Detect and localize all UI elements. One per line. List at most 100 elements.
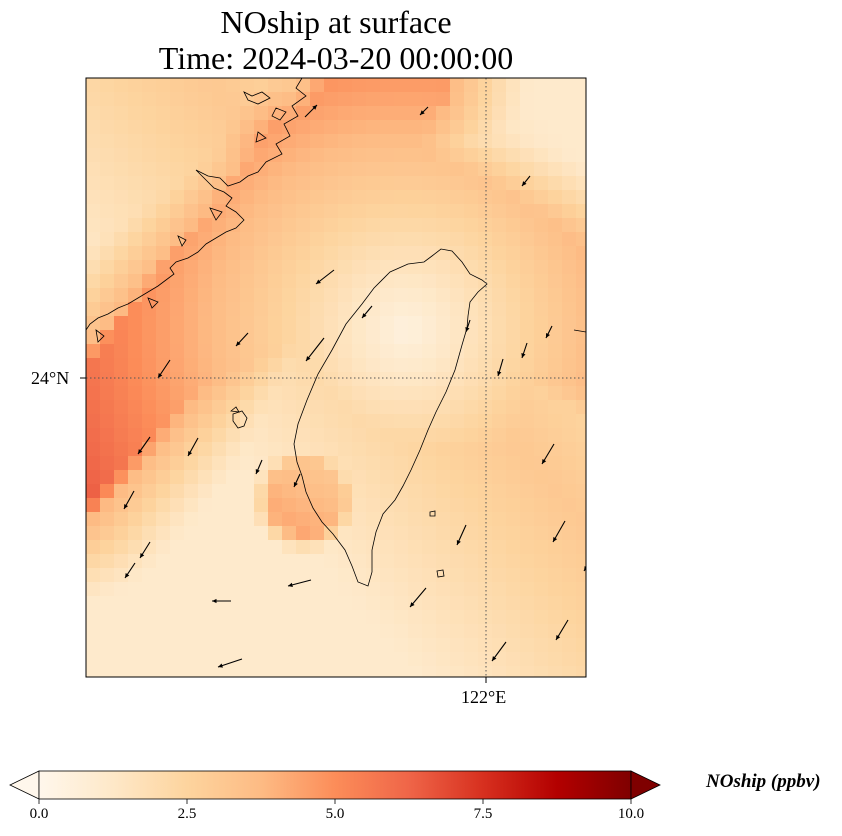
- field-cell: [156, 414, 171, 429]
- field-cell: [142, 624, 157, 639]
- field-cell: [520, 666, 535, 677]
- field-cell: [366, 274, 381, 289]
- field-cell: [212, 148, 227, 163]
- field-cell: [450, 414, 465, 429]
- field-cell: [128, 148, 143, 163]
- field-cell: [576, 204, 586, 219]
- field-cell: [408, 610, 423, 625]
- field-cell: [436, 92, 451, 107]
- field-cell: [128, 624, 143, 639]
- field-cell: [282, 162, 297, 177]
- field-cell: [296, 568, 311, 583]
- field-cell: [422, 554, 437, 569]
- field-cell: [212, 162, 227, 177]
- field-cell: [184, 148, 199, 163]
- field-cell: [506, 134, 521, 149]
- field-cell: [492, 400, 507, 415]
- field-cell: [422, 78, 437, 93]
- field-cell: [268, 442, 283, 457]
- field-cell: [422, 134, 437, 149]
- field-cell: [114, 484, 129, 499]
- field-cell: [226, 274, 241, 289]
- field-cell: [226, 638, 241, 653]
- field-cell: [422, 638, 437, 653]
- field-cell: [562, 148, 577, 163]
- field-cell: [324, 400, 339, 415]
- field-cell: [422, 582, 437, 597]
- field-cell: [562, 526, 577, 541]
- field-cell: [212, 218, 227, 233]
- field-cell: [520, 554, 535, 569]
- field-cell: [380, 358, 395, 373]
- field-cell: [408, 596, 423, 611]
- field-cell: [114, 470, 129, 485]
- field-cell: [142, 428, 157, 443]
- field-cell: [352, 386, 367, 401]
- field-cell: [254, 442, 269, 457]
- field-cell: [338, 78, 353, 93]
- field-cell: [380, 106, 395, 121]
- field-cell: [478, 512, 493, 527]
- field-cell: [352, 554, 367, 569]
- field-cell: [156, 344, 171, 359]
- field-cell: [114, 232, 129, 247]
- field-cell: [338, 456, 353, 471]
- field-cell: [450, 596, 465, 611]
- field-cell: [86, 610, 101, 625]
- field-cell: [156, 92, 171, 107]
- field-cell: [142, 274, 157, 289]
- field-cell: [254, 484, 269, 499]
- field-cell: [86, 414, 101, 429]
- field-cell: [366, 106, 381, 121]
- field-cell: [240, 134, 255, 149]
- field-cell: [184, 526, 199, 541]
- field-cell: [170, 498, 185, 513]
- field-cell: [506, 260, 521, 275]
- field-cell: [408, 470, 423, 485]
- field-cell: [436, 204, 451, 219]
- field-cell: [86, 624, 101, 639]
- field-cell: [366, 582, 381, 597]
- field-cell: [506, 456, 521, 471]
- field-cell: [128, 414, 143, 429]
- field-cell: [324, 204, 339, 219]
- field-cell: [240, 652, 255, 667]
- field-cell: [324, 106, 339, 121]
- field-cell: [170, 190, 185, 205]
- field-cell: [268, 652, 283, 667]
- field-cell: [240, 596, 255, 611]
- field-cell: [506, 624, 521, 639]
- field-cell: [226, 400, 241, 415]
- field-cell: [562, 582, 577, 597]
- field-cell: [352, 358, 367, 373]
- field-cell: [226, 344, 241, 359]
- field-cell: [492, 232, 507, 247]
- field-cell: [422, 190, 437, 205]
- field-cell: [86, 554, 101, 569]
- field-cell: [296, 540, 311, 555]
- field-cell: [226, 568, 241, 583]
- field-cell: [240, 666, 255, 677]
- field-cell: [296, 344, 311, 359]
- field-cell: [422, 316, 437, 331]
- field-cell: [240, 78, 255, 93]
- field-cell: [394, 442, 409, 457]
- field-cell: [156, 372, 171, 387]
- field-cell: [548, 134, 563, 149]
- field-cell: [100, 666, 115, 677]
- field-cell: [408, 120, 423, 135]
- field-cell: [170, 232, 185, 247]
- field-cell: [478, 274, 493, 289]
- field-cell: [296, 526, 311, 541]
- field-cell: [366, 428, 381, 443]
- field-cell: [198, 92, 213, 107]
- china-coastline: [86, 78, 586, 343]
- field-cell: [408, 638, 423, 653]
- field-cell: [436, 372, 451, 387]
- field-cell: [408, 666, 423, 677]
- field-cell: [184, 652, 199, 667]
- coastlines: [86, 78, 586, 587]
- field-cell: [212, 428, 227, 443]
- field-cell: [324, 260, 339, 275]
- field-cell: [226, 330, 241, 345]
